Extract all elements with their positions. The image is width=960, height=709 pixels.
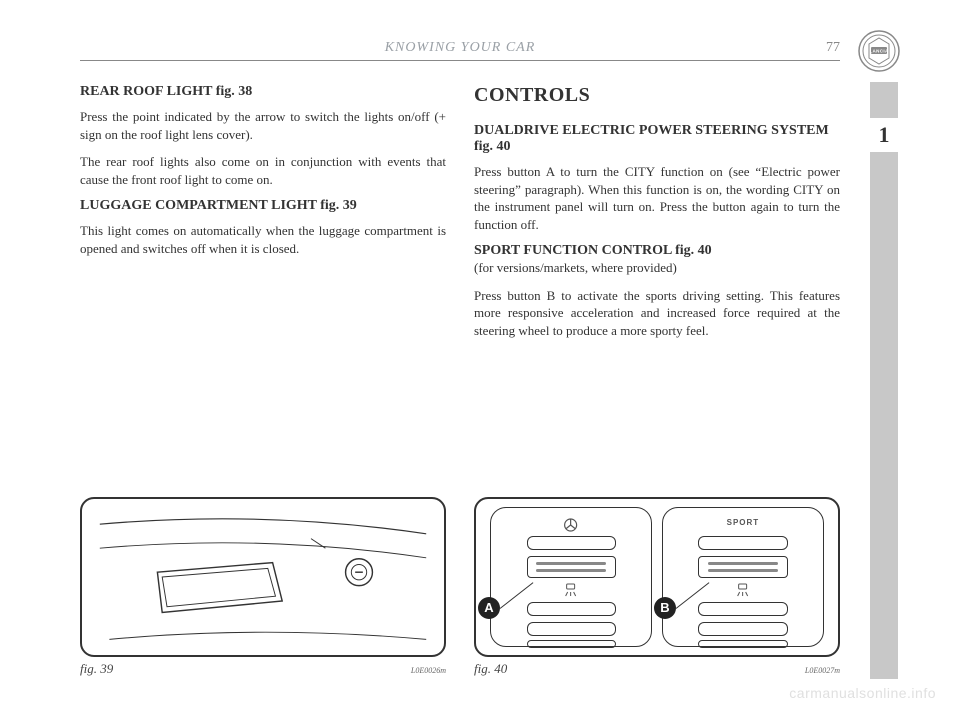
page-number: 77 — [800, 40, 840, 56]
paragraph: This light comes on automatically when t… — [80, 222, 446, 257]
section-title: KNOWING YOUR CAR — [120, 40, 800, 56]
panel-b: SPORT — [662, 507, 823, 647]
figure-code: L0E0027m — [805, 666, 840, 675]
page-header: KNOWING YOUR CAR 77 — [80, 40, 840, 61]
svg-text:LANCIA: LANCIA — [869, 49, 889, 54]
heading-sport-function: SPORT FUNCTION CONTROL fig. 40 — [474, 243, 840, 259]
figure-40-frame: SPORT A — [474, 497, 840, 657]
chapter-number: 1 — [870, 118, 898, 152]
heading-controls: CONTROLS — [474, 84, 840, 107]
lancia-logo: LANCIA — [858, 30, 900, 72]
heading-luggage-light: LUGGAGE COMPARTMENT LIGHT fig. 39 — [80, 198, 446, 214]
figure-39-frame — [80, 497, 446, 657]
label-a: A — [478, 597, 500, 619]
figure-40-caption: fig. 40 L0E0027m — [474, 661, 840, 677]
watermark: carmanualsonline.info — [789, 685, 936, 701]
side-tab — [870, 82, 898, 679]
figure-39-caption: fig. 39 L0E0026m — [80, 661, 446, 677]
figure-label: fig. 39 — [80, 661, 113, 677]
paragraph: Press the point indicated by the arrow t… — [80, 108, 446, 143]
content-area: REAR ROOF LIGHT fig. 38 Press the point … — [80, 80, 840, 349]
figure-39: fig. 39 L0E0026m — [80, 497, 446, 677]
paragraph: Press button A to turn the CITY function… — [474, 163, 840, 233]
heading-rear-roof-light: REAR ROOF LIGHT fig. 38 — [80, 84, 446, 100]
paragraph-sub: (for versions/markets, where provided) — [474, 259, 840, 277]
sport-label: SPORT — [663, 518, 822, 527]
right-column: CONTROLS DUALDRIVE ELECTRIC POWER STEERI… — [474, 80, 840, 349]
paragraph: Press button B to activate the sports dr… — [474, 287, 840, 340]
figure-40: SPORT A — [474, 497, 840, 677]
heading-dualdrive: DUALDRIVE ELECTRIC POWER STEERING SYSTEM… — [474, 123, 840, 155]
luggage-light-illustration — [88, 505, 438, 649]
figure-row: fig. 39 L0E0026m — [80, 497, 840, 677]
panel-a — [490, 507, 651, 647]
figure-code: L0E0026m — [411, 666, 446, 675]
paragraph: The rear roof lights also come on in con… — [80, 153, 446, 188]
left-column: REAR ROOF LIGHT fig. 38 Press the point … — [80, 80, 446, 349]
figure-label: fig. 40 — [474, 661, 507, 677]
page: KNOWING YOUR CAR 77 LANCIA 1 REAR ROOF L… — [0, 0, 960, 709]
label-b: B — [654, 597, 676, 619]
